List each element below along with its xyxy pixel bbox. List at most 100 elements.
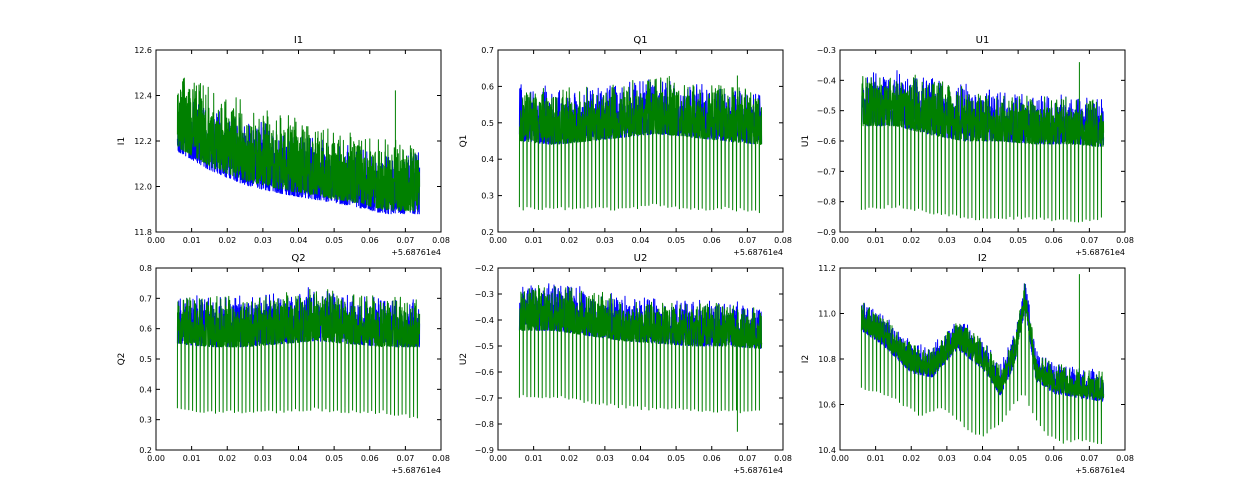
x-offset-label: +5.68761e4 [1075, 466, 1125, 475]
x-tick-label: 0.06 [361, 236, 379, 245]
y-tick-label: −0.9 [475, 446, 494, 455]
x-tick-label: 0.05 [667, 454, 685, 463]
y-tick-label: 0.2 [139, 446, 152, 455]
series-line-2 [860, 62, 1105, 223]
y-tick-label: 0.3 [481, 192, 494, 201]
x-tick-label: 0.01 [525, 236, 543, 245]
x-offset-label: +5.68761e4 [391, 248, 441, 257]
y-tick-label: 10.6 [818, 401, 836, 410]
x-tick-label: 0.00 [147, 236, 165, 245]
x-tick-label: 0.07 [396, 236, 414, 245]
x-tick-label: 0.00 [831, 236, 849, 245]
y-tick-label: 0.3 [139, 416, 152, 425]
y-axis-label: I1 [117, 137, 127, 145]
y-tick-label: 11.2 [818, 264, 836, 273]
x-tick-label: 0.06 [703, 236, 721, 245]
x-tick-label: 0.00 [489, 236, 507, 245]
x-tick-label: 0.03 [254, 236, 272, 245]
x-tick-label: 0.02 [902, 236, 920, 245]
x-offset-label: +5.68761e4 [733, 248, 783, 257]
y-tick-label: 0.6 [139, 325, 152, 334]
x-tick-label: 0.04 [974, 454, 992, 463]
x-tick-label: 0.01 [867, 236, 885, 245]
y-tick-label: 0.2 [481, 228, 494, 237]
x-tick-label: 0.03 [938, 454, 956, 463]
y-tick-label: 0.4 [481, 155, 494, 164]
x-tick-label: 0.03 [254, 454, 272, 463]
y-axis-label: Q2 [117, 353, 127, 366]
x-tick-label: 0.08 [774, 454, 792, 463]
y-tick-label: −0.7 [817, 167, 836, 176]
x-tick-label: 0.02 [560, 454, 578, 463]
x-tick-label: 0.06 [1045, 236, 1063, 245]
y-tick-label: −0.8 [817, 198, 836, 207]
y-tick-label: 0.7 [139, 294, 152, 303]
series-line-2 [518, 285, 763, 432]
subplot-title: Q2 [291, 253, 305, 264]
x-tick-label: 0.08 [1116, 236, 1134, 245]
x-tick-label: 0.08 [432, 236, 450, 245]
y-tick-label: −0.5 [475, 342, 494, 351]
series-line-2 [176, 288, 421, 419]
x-tick-label: 0.02 [902, 454, 920, 463]
y-tick-label: 0.4 [139, 385, 152, 394]
y-tick-label: −0.4 [475, 316, 494, 325]
y-tick-label: 10.4 [818, 446, 836, 455]
x-tick-label: 0.01 [183, 236, 201, 245]
y-tick-label: −0.7 [475, 394, 494, 403]
y-tick-label: 10.8 [818, 355, 836, 364]
y-tick-label: −0.3 [817, 46, 836, 55]
plot-area [860, 274, 1105, 445]
x-offset-label: +5.68761e4 [733, 466, 783, 475]
subplot-title: Q1 [633, 35, 647, 46]
subplot-title: I2 [978, 253, 987, 264]
subplot-title: I1 [294, 35, 303, 46]
x-tick-label: 0.00 [489, 454, 507, 463]
y-tick-label: 11.0 [818, 310, 836, 319]
y-tick-label: 12.6 [134, 46, 152, 55]
y-axis-label: Q1 [459, 135, 469, 148]
y-axis-label: I2 [801, 355, 811, 363]
x-tick-label: 0.05 [667, 236, 685, 245]
x-tick-label: 0.04 [290, 236, 308, 245]
x-tick-label: 0.06 [1045, 454, 1063, 463]
series-line-2 [860, 274, 1105, 445]
x-tick-label: 0.02 [560, 236, 578, 245]
y-tick-label: −0.5 [817, 107, 836, 116]
y-tick-label: −0.2 [475, 264, 494, 273]
x-tick-label: 0.01 [525, 454, 543, 463]
x-tick-label: 0.08 [1116, 454, 1134, 463]
x-offset-label: +5.68761e4 [391, 466, 441, 475]
series-line-1 [176, 98, 421, 215]
subplot-title: U2 [634, 253, 648, 264]
subplot-I1: I1 I1 0.00 0.01 0.02 0.03 0.04 0.05 0.06 0.07 0.08… [117, 35, 450, 257]
x-tick-label: 0.04 [290, 454, 308, 463]
x-tick-label: 0.08 [774, 236, 792, 245]
x-tick-label: 0.07 [1080, 454, 1098, 463]
y-tick-label: 0.5 [481, 119, 494, 128]
y-tick-label: 12.2 [134, 137, 152, 146]
plot-area [518, 283, 763, 432]
series-line-2 [176, 77, 421, 212]
y-tick-label: −0.6 [475, 368, 494, 377]
x-tick-label: 0.03 [596, 236, 614, 245]
subplot-Q2: Q2 Q2 0.00 0.01 0.02 0.03 0.04 0.05 0.06 0.07 0.08… [117, 253, 450, 475]
subplot-title: U1 [976, 35, 990, 46]
y-tick-label: −0.6 [817, 137, 836, 146]
x-tick-label: 0.03 [938, 236, 956, 245]
x-tick-label: 0.05 [325, 454, 343, 463]
y-tick-label: 12.0 [134, 183, 152, 192]
x-tick-label: 0.04 [632, 236, 650, 245]
x-tick-label: 0.07 [396, 454, 414, 463]
y-tick-label: −0.8 [475, 420, 494, 429]
y-tick-label: 0.6 [481, 82, 494, 91]
y-tick-label: 12.4 [134, 92, 152, 101]
y-tick-label: 0.5 [139, 355, 152, 364]
subplot-U2: U2 U2 0.00 0.01 0.02 0.03 0.04 0.05 0.06 0.07 0.08… [459, 253, 792, 475]
y-tick-label: −0.4 [817, 76, 836, 85]
x-offset-label: +5.68761e4 [1075, 248, 1125, 257]
subplot-I2: I2 I2 0.00 0.01 0.02 0.03 0.04 0.05 0.06 0.07 0.08… [801, 253, 1134, 475]
x-tick-label: 0.07 [1080, 236, 1098, 245]
x-tick-label: 0.02 [218, 236, 236, 245]
